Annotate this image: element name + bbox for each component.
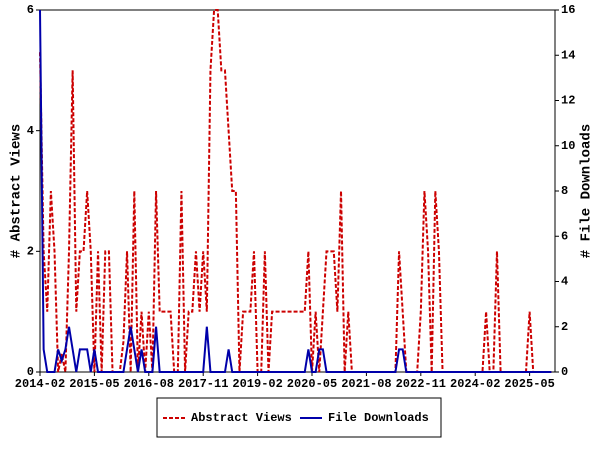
y2-tick-label: 12	[561, 94, 575, 108]
x-tick-label: 2024-02	[450, 377, 500, 391]
x-tick-label: 2014-02	[15, 377, 65, 391]
x-tick-label: 2020-05	[287, 377, 337, 391]
y2-tick-label: 4	[561, 275, 568, 289]
y2-tick-label: 0	[561, 365, 568, 379]
series-line	[39, 9, 552, 373]
x-tick-label: 2019-02	[232, 377, 282, 391]
plot-frame	[39, 9, 556, 373]
y-tick-label: 4	[27, 124, 34, 138]
y2-tick-label: 6	[561, 229, 568, 243]
legend-label: File Downloads	[328, 411, 429, 425]
y2-tick-label: 8	[561, 184, 568, 198]
x-tick-label: 2025-05	[504, 377, 554, 391]
y2-tick-label: 10	[561, 139, 575, 153]
x-tick-label: 2021-08	[341, 377, 391, 391]
y2-axis-label: # File Downloads	[579, 124, 595, 258]
y2-tick-label: 16	[561, 3, 575, 17]
series-line	[39, 9, 552, 373]
legend-box	[156, 397, 442, 438]
y2-tick-label: 14	[561, 48, 575, 62]
legend-label: Abstract Views	[191, 411, 292, 425]
y-tick-label: 6	[27, 3, 34, 17]
y-axis-label: # Abstract Views	[9, 124, 25, 258]
x-tick-label: 2017-11	[178, 377, 228, 391]
y-tick-label: 0	[27, 365, 34, 379]
x-tick-label: 2016-08	[124, 377, 174, 391]
x-tick-label: 2022-11	[396, 377, 446, 391]
y2-tick-label: 2	[561, 320, 568, 334]
y-tick-label: 2	[27, 245, 34, 259]
x-tick-label: 2015-05	[69, 377, 119, 391]
